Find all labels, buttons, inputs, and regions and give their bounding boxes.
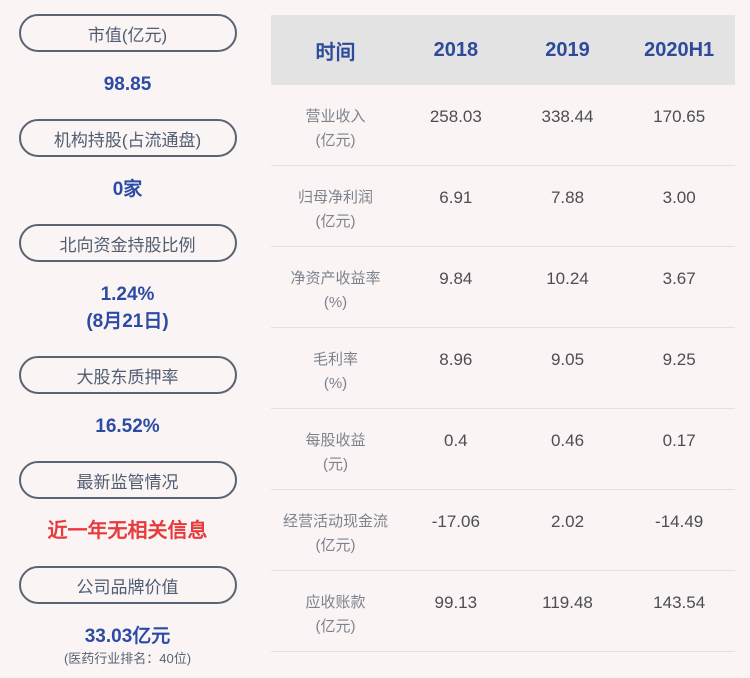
- row-metric-name: 营业收入: [305, 108, 366, 125]
- sidebar-item: 公司品牌价值 33.03亿元 (医药行业排名：40位): [0, 566, 255, 668]
- metric-pill-button[interactable]: 机构持股(占流通盘): [18, 119, 237, 157]
- col-header-2018: 2018: [433, 38, 479, 61]
- metric-pill-button[interactable]: 最新监管情况: [18, 461, 237, 499]
- row-value: 258.03: [429, 107, 482, 126]
- sidebar-item: 市值(亿元) 98.85: [0, 14, 255, 98]
- row-value: 143.54: [653, 593, 706, 612]
- row-metric-name: 归母净利润: [297, 189, 373, 206]
- row-value: -17.06: [431, 512, 480, 531]
- col-header-2020h1: 2020H1: [644, 38, 715, 61]
- row-value: 9.84: [439, 269, 473, 288]
- row-value: 3.67: [662, 269, 696, 288]
- row-label: 应收账款 (亿元): [271, 591, 400, 651]
- row-value: 2.02: [550, 512, 585, 531]
- metric-value-line: (8月21日): [86, 311, 169, 332]
- metric-value-line: 1.24%: [100, 284, 155, 305]
- metric-pill-button[interactable]: 市值(亿元): [18, 14, 237, 52]
- row-value: 0.4: [444, 431, 468, 450]
- row-value: 7.88: [550, 188, 585, 207]
- row-metric-name: 毛利率: [312, 351, 358, 368]
- table-row: 经营活动现金流 (亿元) -17.06 2.02 -14.49: [271, 490, 735, 571]
- row-value: 8.96: [439, 350, 473, 369]
- metric-pill-button[interactable]: 大股东质押率: [18, 356, 237, 394]
- row-metric-unit: (%): [323, 294, 348, 311]
- row-label: 毛利率 (%): [271, 348, 400, 408]
- metric-value-line: (医药行业排名：40位): [63, 651, 192, 666]
- sidebar-item: 北向资金持股比例 1.24% (8月21日): [0, 224, 255, 335]
- metric-value: 近一年无相关信息: [0, 518, 255, 545]
- row-value: 0.17: [662, 431, 696, 450]
- metric-value: 33.03亿元 (医药行业排名：40位): [0, 623, 255, 668]
- row-metric-unit: (亿元): [315, 618, 356, 635]
- table-row: 净资产收益率 (%) 9.84 10.24 3.67: [271, 247, 735, 328]
- row-value: 338.44: [541, 107, 594, 126]
- table-row: 归母净利润 (亿元) 6.91 7.88 3.00: [271, 166, 735, 247]
- financial-table: 时间 2018 2019 2020H1 营业收入 (亿元) 258.03 338.44…: [271, 15, 735, 652]
- row-label: 每股收益 (元): [271, 429, 400, 489]
- row-value: 0.46: [550, 431, 585, 450]
- sidebar-item: 最新监管情况近一年无相关信息: [0, 461, 255, 545]
- row-value: 119.48: [542, 593, 593, 612]
- row-value: 9.05: [550, 350, 585, 369]
- row-value: -14.49: [655, 512, 704, 531]
- row-label: 经营活动现金流 (亿元): [271, 510, 400, 570]
- row-value: 170.65: [653, 107, 706, 126]
- row-metric-unit: (亿元): [315, 132, 356, 149]
- row-metric-name: 每股收益: [305, 432, 366, 449]
- metric-value-line: 33.03亿元: [84, 626, 171, 647]
- table-row: 营业收入 (亿元) 258.03 338.44 170.65: [271, 85, 735, 166]
- metric-pill-button[interactable]: 公司品牌价值: [18, 566, 237, 604]
- metric-value-line: 近一年无相关信息: [47, 520, 208, 542]
- row-metric-name: 经营活动现金流: [282, 513, 388, 530]
- row-metric-unit: (亿元): [315, 213, 356, 230]
- table-row: 每股收益 (元) 0.4 0.46 0.17: [271, 409, 735, 490]
- row-value: 6.91: [439, 188, 473, 207]
- metric-pill-button[interactable]: 北向资金持股比例: [18, 224, 237, 262]
- row-value: 9.25: [662, 350, 696, 369]
- metric-value-line: 98.85: [103, 74, 152, 95]
- col-header-2019: 2019: [545, 38, 590, 61]
- row-metric-unit: (%): [323, 375, 348, 392]
- metric-value: 16.52%: [0, 413, 255, 440]
- row-metric-name: 应收账款: [305, 594, 366, 611]
- row-value: 3.00: [662, 188, 696, 207]
- table-row: 毛利率 (%) 8.96 9.05 9.25: [271, 328, 735, 409]
- row-label: 营业收入 (亿元): [271, 105, 400, 165]
- sidebar-item: 机构持股(占流通盘) 0家: [0, 119, 255, 203]
- row-metric-unit: (元): [323, 456, 348, 473]
- sidebar-item: 大股东质押率 16.52%: [0, 356, 255, 440]
- metric-value: 1.24% (8月21日): [0, 281, 255, 335]
- table-header: 时间 2018 2019 2020H1: [271, 15, 735, 85]
- metric-value-line: 16.52%: [95, 416, 160, 437]
- row-value: 10.24: [546, 269, 589, 288]
- row-label: 归母净利润 (亿元): [271, 186, 400, 246]
- table-row: 应收账款 (亿元) 99.13 119.48 143.54: [271, 571, 735, 652]
- metric-value: 0家: [0, 176, 255, 203]
- row-value: 99.13: [434, 593, 478, 612]
- metric-value-line: 0家: [112, 179, 143, 200]
- col-header-time: 时间: [315, 41, 356, 64]
- sidebar: 市值(亿元) 98.85 机构持股(占流通盘) 0家北向资金持股比例 1.24% (8月2…: [0, 0, 255, 668]
- row-metric-unit: (亿元): [315, 537, 356, 554]
- metric-value: 98.85: [0, 71, 255, 98]
- row-label: 净资产收益率 (%): [271, 267, 400, 327]
- row-metric-name: 净资产收益率: [290, 270, 381, 287]
- table-body: 营业收入 (亿元) 258.03 338.44 170.65 归母净利润 (亿元) 6.91 7…: [271, 85, 735, 652]
